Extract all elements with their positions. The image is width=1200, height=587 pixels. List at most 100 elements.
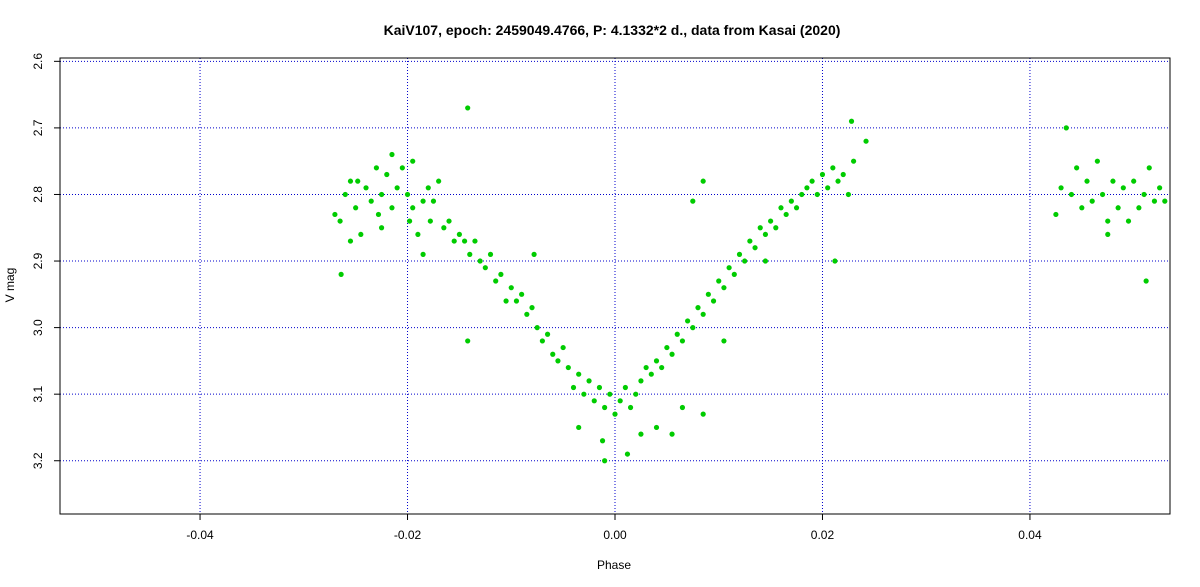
data-point bbox=[446, 218, 452, 224]
data-point bbox=[700, 311, 706, 317]
data-point bbox=[617, 398, 623, 404]
y-axis-label: V mag bbox=[3, 268, 17, 303]
data-point bbox=[378, 191, 385, 198]
data-point bbox=[358, 231, 364, 238]
data-point bbox=[1094, 158, 1100, 164]
data-point bbox=[1125, 218, 1132, 224]
data-point bbox=[338, 271, 344, 277]
data-point bbox=[804, 185, 810, 191]
data-point bbox=[347, 238, 354, 244]
x-tick-label: -0.04 bbox=[186, 528, 214, 542]
data-point bbox=[337, 218, 343, 224]
data-point bbox=[1079, 205, 1085, 211]
data-point bbox=[565, 364, 571, 371]
data-point bbox=[762, 258, 769, 264]
data-point bbox=[477, 258, 483, 264]
data-point bbox=[451, 238, 457, 244]
data-point bbox=[529, 305, 535, 311]
data-point bbox=[863, 138, 869, 144]
data-point bbox=[1151, 198, 1158, 204]
data-point bbox=[710, 298, 717, 304]
data-point bbox=[472, 238, 478, 244]
chart-title: KaiV107, epoch: 2459049.4766, P: 4.1332*… bbox=[384, 22, 841, 38]
data-point bbox=[845, 191, 852, 198]
data-point bbox=[1053, 211, 1059, 218]
data-point bbox=[607, 391, 613, 397]
data-point bbox=[375, 211, 382, 218]
data-point bbox=[406, 218, 413, 224]
data-point bbox=[721, 338, 727, 344]
data-point bbox=[602, 458, 608, 464]
data-point bbox=[830, 165, 836, 171]
data-point bbox=[848, 118, 855, 124]
data-point bbox=[850, 158, 857, 164]
data-point bbox=[427, 218, 433, 224]
data-point bbox=[690, 198, 696, 204]
data-point bbox=[664, 344, 670, 351]
data-point bbox=[425, 185, 431, 191]
data-point bbox=[539, 338, 545, 344]
data-point bbox=[353, 205, 359, 211]
data-point bbox=[742, 258, 748, 264]
data-point bbox=[1058, 185, 1064, 191]
data-point bbox=[1131, 178, 1137, 184]
data-point bbox=[638, 378, 644, 384]
data-point bbox=[1120, 185, 1126, 191]
data-point bbox=[430, 198, 437, 204]
data-point bbox=[793, 205, 800, 211]
y-tick-label: 2.6 bbox=[31, 53, 45, 70]
data-point bbox=[436, 178, 442, 184]
data-point bbox=[716, 278, 722, 284]
data-point bbox=[599, 438, 606, 444]
grid bbox=[60, 58, 1170, 514]
data-point bbox=[648, 371, 654, 377]
data-point bbox=[503, 298, 509, 304]
data-point bbox=[1136, 205, 1142, 211]
y-tick-label: 3.1 bbox=[31, 386, 45, 403]
data-point bbox=[1162, 198, 1168, 204]
data-point bbox=[1074, 165, 1080, 171]
data-point bbox=[389, 151, 395, 158]
data-point bbox=[757, 225, 763, 231]
data-point bbox=[1141, 191, 1147, 198]
data-point bbox=[498, 271, 504, 277]
data-point bbox=[679, 404, 686, 411]
data-point bbox=[762, 231, 769, 238]
data-point bbox=[612, 411, 618, 417]
data-point bbox=[456, 231, 462, 238]
data-point bbox=[399, 165, 405, 171]
data-point bbox=[519, 291, 525, 297]
data-point bbox=[461, 238, 468, 244]
data-point bbox=[410, 158, 416, 164]
data-point bbox=[441, 225, 447, 231]
data-point bbox=[465, 105, 471, 111]
data-point bbox=[1143, 278, 1149, 284]
data-point bbox=[669, 431, 675, 437]
data-point bbox=[482, 265, 488, 271]
data-point bbox=[550, 351, 556, 357]
data-point bbox=[347, 178, 354, 184]
data-point bbox=[368, 198, 374, 204]
data-point bbox=[342, 191, 348, 198]
data-point bbox=[653, 424, 660, 431]
data-point bbox=[633, 391, 639, 397]
data-point bbox=[695, 305, 701, 311]
data-point bbox=[653, 358, 660, 364]
data-point bbox=[679, 338, 686, 344]
y-tick-label: 2.8 bbox=[31, 186, 45, 203]
data-point bbox=[576, 424, 582, 431]
data-point bbox=[404, 191, 411, 198]
data-point bbox=[814, 191, 820, 198]
data-point bbox=[493, 278, 499, 284]
data-point bbox=[624, 451, 631, 457]
data-point bbox=[420, 198, 426, 204]
data-point bbox=[384, 171, 390, 178]
y-tick-label: 2.9 bbox=[31, 252, 45, 269]
data-point bbox=[389, 205, 395, 211]
data-points bbox=[332, 105, 1168, 464]
data-point bbox=[394, 185, 400, 191]
x-tick-label: 0.00 bbox=[603, 528, 627, 542]
data-point bbox=[643, 364, 649, 371]
data-point bbox=[544, 331, 551, 337]
data-point bbox=[1110, 178, 1116, 184]
